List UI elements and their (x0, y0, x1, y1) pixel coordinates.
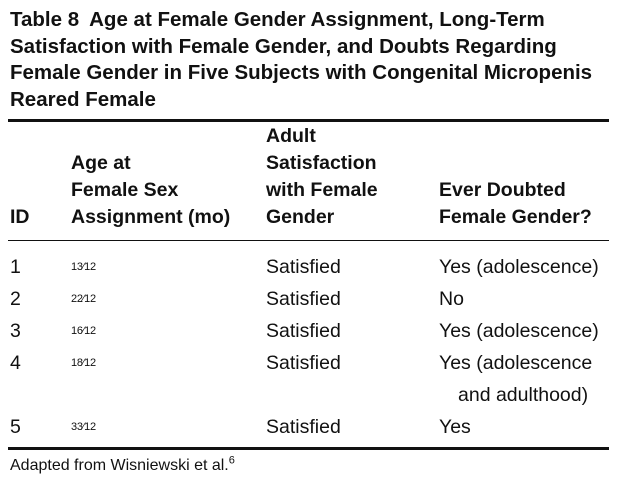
header-age: Age at Female Sex Assignment (mo) (71, 152, 231, 228)
table-title: Age at Female Gender Assignment, Long-Te… (10, 8, 593, 111)
header-doubted: Ever Doubted Female Gender? (439, 179, 592, 228)
table-caption: Table 8 Age at Female Gender Assignment, … (10, 7, 616, 113)
row-4-doubted-cont: and adulthood) (458, 384, 589, 406)
row-1-satisfaction: Satisfied (266, 256, 341, 278)
row-3-satisfaction: Satisfied (266, 320, 341, 342)
table-label: Table 8 (10, 8, 80, 31)
row-4-satisfaction: Satisfied (266, 352, 341, 374)
row-3-id: 3 (10, 320, 21, 342)
row-2-doubted: No (439, 288, 464, 310)
header-rule (8, 240, 609, 241)
row-1-id: 1 (10, 256, 21, 278)
row-2-age: 22⁄12 (71, 293, 96, 305)
top-rule (8, 119, 609, 122)
row-3-age: 16⁄12 (71, 325, 96, 337)
row-4-age: 18⁄12 (71, 357, 96, 369)
bottom-rule (8, 447, 609, 450)
header-satisfaction: Adult Satisfaction with Female Gender (266, 125, 378, 228)
row-2-id: 2 (10, 288, 21, 310)
row-1-age: 13⁄12 (71, 261, 96, 273)
row-5-satisfaction: Satisfied (266, 416, 341, 438)
footnote-text: Adapted from Wisniewski et al. (10, 457, 229, 474)
row-5-doubted: Yes (439, 416, 471, 438)
row-4-doubted: Yes (adolescence (439, 352, 593, 374)
row-2-satisfaction: Satisfied (266, 288, 341, 310)
row-3-doubted: Yes (adolescence) (439, 320, 599, 342)
row-5-id: 5 (10, 416, 21, 438)
row-1-doubted: Yes (adolescence) (439, 256, 599, 278)
table-footnote: Adapted from Wisniewski et al.6 (10, 455, 235, 477)
header-id: ID (10, 206, 30, 228)
row-4-id: 4 (10, 352, 21, 374)
row-5-age: 33⁄12 (71, 421, 96, 433)
footnote-ref: 6 (228, 454, 235, 467)
